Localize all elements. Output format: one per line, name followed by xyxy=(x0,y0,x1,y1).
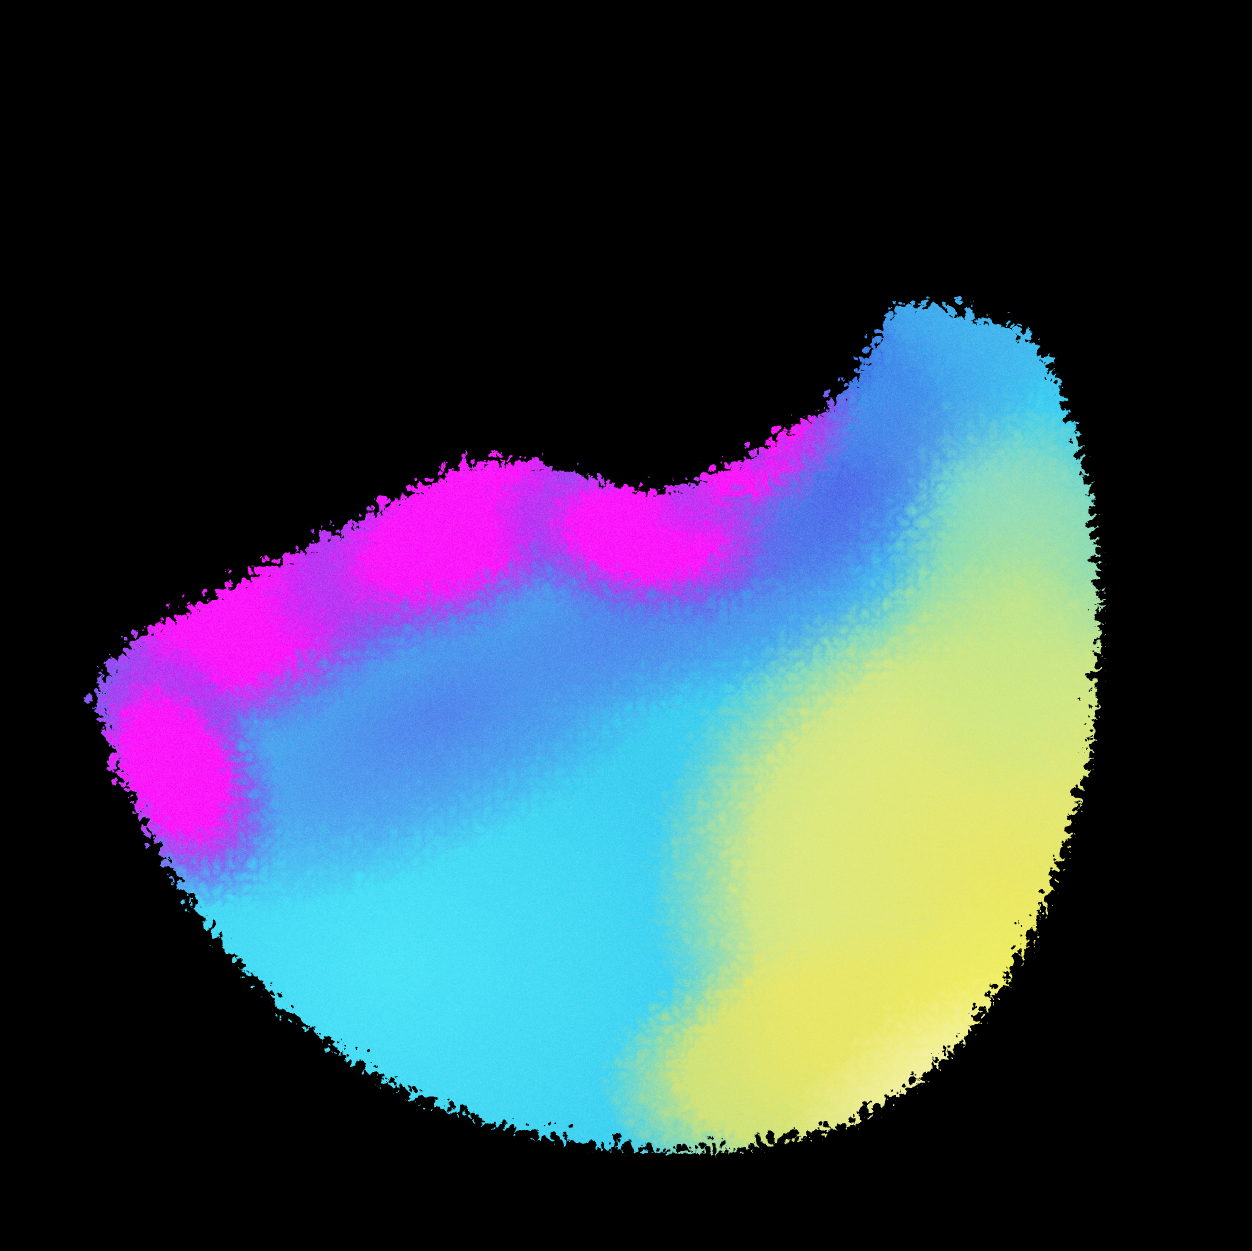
render-canvas xyxy=(88,294,1092,1143)
render-scene xyxy=(88,294,1092,1143)
